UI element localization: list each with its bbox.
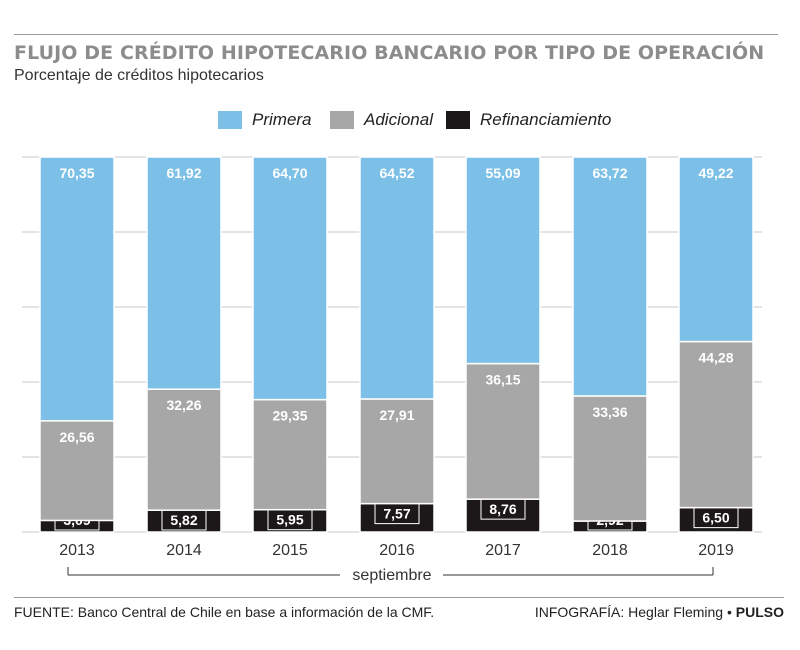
data-label-refinanciamiento: 5,82	[170, 512, 197, 528]
bar-segment-adicional	[465, 362, 541, 500]
x-tick-label: 2018	[592, 542, 628, 559]
data-label-refinanciamiento: 8,76	[489, 501, 516, 517]
data-label-refinanciamiento: 7,57	[383, 506, 410, 522]
bar-segment-adicional	[572, 395, 648, 522]
bar-segment-primera	[146, 156, 222, 390]
x-axis-annotation: septiembre	[352, 567, 431, 584]
data-label-primera: 70,35	[59, 165, 94, 181]
credit-author: INFOGRAFÍA: Heglar Fleming •	[534, 604, 736, 620]
bar-segment-adicional	[678, 340, 754, 509]
data-label-adicional: 26,56	[59, 429, 94, 445]
bar-segment-primera	[252, 156, 328, 401]
data-label-refinanciamiento: 6,50	[702, 510, 729, 526]
legend-item-refinanciamiento: Refinanciamiento	[446, 108, 611, 132]
legend-swatch-primera	[218, 111, 242, 129]
data-label-primera: 61,92	[166, 165, 201, 181]
top-rule	[14, 34, 778, 35]
credit-line: INFOGRAFÍA: Heglar Fleming • PULSO	[535, 604, 784, 620]
x-tick-label: 2017	[485, 542, 521, 559]
legend-swatch-adicional	[330, 111, 354, 129]
data-label-adicional: 29,35	[272, 408, 307, 424]
source-note: FUENTE: Banco Central de Chile en base a…	[14, 604, 435, 620]
bar-segment-primera	[465, 156, 541, 365]
x-tick-label: 2015	[272, 542, 308, 559]
data-label-primera: 64,70	[272, 165, 307, 181]
data-label-refinanciamiento: 5,95	[276, 512, 303, 528]
legend-label-primera: Primera	[252, 110, 312, 129]
x-tick-label: 2016	[379, 542, 415, 559]
bar-segment-primera	[39, 156, 115, 422]
x-tick-label: 2013	[59, 542, 95, 559]
x-tick-label: 2019	[698, 542, 734, 559]
bar-segment-primera	[359, 156, 435, 400]
data-label-primera: 49,22	[698, 165, 733, 181]
data-label-primera: 64,52	[379, 165, 414, 181]
data-label-adicional: 36,15	[485, 372, 520, 388]
legend-swatch-refinanciamiento	[446, 111, 470, 129]
data-label-adicional: 27,91	[379, 407, 414, 423]
credit-brand: PULSO	[735, 604, 784, 620]
bar-segment-primera	[678, 156, 754, 343]
bar-segment-adicional	[39, 420, 115, 522]
legend-label-refinanciamiento: Refinanciamiento	[480, 110, 612, 129]
bar-segment-adicional	[359, 398, 435, 505]
bar-segment-adicional	[146, 388, 222, 511]
legend-item-adicional: Adicional	[330, 108, 433, 132]
data-label-adicional: 32,26	[166, 397, 201, 413]
chart-title: FLUJO DE CRÉDITO HIPOTECARIO BANCARIO PO…	[14, 42, 765, 64]
footer-rule	[14, 597, 784, 598]
bar-segment-primera	[572, 156, 648, 397]
data-label-adicional: 33,36	[592, 404, 627, 420]
data-label-primera: 55,09	[485, 165, 520, 181]
legend-label-adicional: Adicional	[364, 110, 433, 129]
stacked-bar-chart: 3,0926,5670,3520135,8232,2661,9220145,95…	[22, 156, 762, 584]
x-tick-label: 2014	[166, 542, 202, 559]
legend: Primera Adicional Refinanciamiento	[0, 108, 800, 132]
data-label-primera: 63,72	[592, 165, 627, 181]
legend-item-primera: Primera	[218, 108, 312, 132]
data-label-adicional: 44,28	[698, 350, 733, 366]
chart-subtitle: Porcentaje de créditos hipotecarios	[14, 67, 264, 84]
